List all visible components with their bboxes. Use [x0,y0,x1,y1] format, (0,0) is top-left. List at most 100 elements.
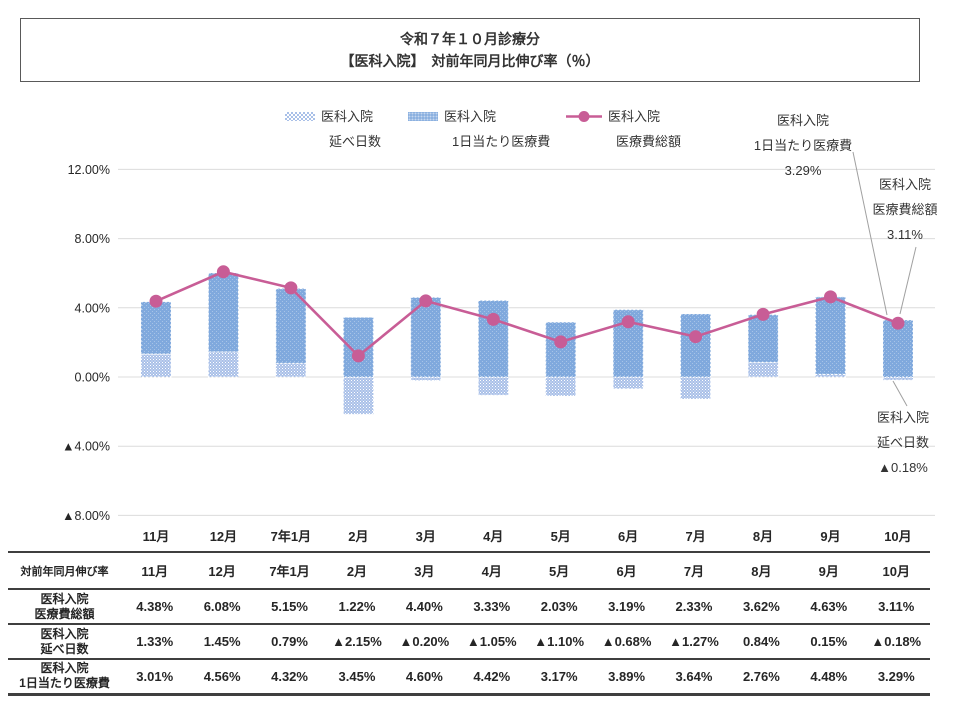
legend-label-line2: 医療費総額 [616,134,682,149]
table-month-header: 3月 [414,564,435,579]
annotation-text: 延べ日数 [876,435,929,450]
table-value-cell: 1.33% [136,634,174,649]
annotation-total-cost: 医科入院 医療費総額 3.11% [855,172,955,247]
table-value-cell: 4.60% [405,668,443,684]
table-row: 医科入院 医療費総額 4.38% 6.08% 5.15% 1.22% 4.40% 3.33% 2… [8,589,930,624]
annotation-value: ▲0.18% [878,460,928,475]
table-value-cell: ▲0.18% [871,634,922,649]
y-tick-label: 4.00% [75,301,110,315]
y-tick-label: 8.00% [75,232,110,246]
growth-rate-chart: 12.00% 8.00% 4.00% 0.00% ▲4.00% ▲8.00% 11月 12月 7… [62,151,935,544]
table-value-cell: ▲1.10% [534,634,585,649]
growth-rate-table: 対前年同月伸び率 11月 12月 7年1月 2月 3月 4月 5月 6月 7月 8月 9月 10月 医科… [8,551,930,696]
table-value-cell: 2.76% [742,668,780,684]
table-value-cell: 3.33% [473,599,511,614]
annotation-value: 3.29% [784,163,822,178]
table-value-cell: 4.38% [136,599,174,614]
line-marker-swatch-icon [566,111,602,122]
table-value-cell: 3.17% [540,668,578,684]
legend-label-daily-cost: 医科入院 1日当たり医療費 [444,104,550,154]
table-value-cell: 3.45% [338,668,376,684]
total-cost-line-marker [351,349,365,363]
table-value-cell: 3.01% [136,668,174,684]
table-value-cell: 3.29% [877,668,915,684]
total-cost-line-marker [216,265,230,279]
x-tick-label: 8月 [753,529,773,544]
legend-label-total-cost: 医科入院 医療費総額 [608,104,681,154]
bar-daily-cost-segment [680,313,712,378]
bar-days-segment [207,351,239,378]
total-cost-line-marker [419,294,433,308]
table-value-cell: 4.48% [810,668,848,684]
annotation-leader-line [892,380,908,407]
annotation-total-days: 医科入院 延べ日数 ▲0.18% [849,405,957,480]
x-tick-label: 7月 [685,529,705,544]
table-value-cell: 3.89% [608,668,646,684]
table-month-header: 12月 [208,564,236,579]
annotation-text: 医科入院 [876,410,929,425]
table-value-cell: ▲0.20% [399,634,450,649]
bar-daily-cost-segment [747,314,779,363]
y-tick-label: 0.00% [75,371,110,385]
table-row: 医科入院 1日当たり医療費 3.01% 4.56% 4.32% 3.45% 4.60% 4.4… [8,659,930,694]
table-corner-header: 対前年同月伸び率 [20,565,109,578]
total-cost-line-marker [621,315,635,329]
table-header-row: 対前年同月伸び率 11月 12月 7年1月 2月 3月 4月 5月 6月 7月 8月 9月 10月 [8,552,930,589]
legend-item-daily-cost: 医科入院 1日当たり医療費 [408,104,550,154]
table-value-cell: ▲0.68% [601,634,652,649]
table-month-header: 11月 [141,564,169,579]
x-tick-label: 7年1月 [271,529,311,544]
bar-days-segment [410,376,442,381]
bar-days-segment [477,376,509,396]
table-month-header: 8月 [751,564,772,579]
table-value-cell: ▲1.05% [466,634,517,649]
table-value-cell: 0.15% [810,634,848,649]
total-cost-line-marker [756,307,770,321]
legend-label-line1: 医科入院 [444,109,497,124]
x-tick-label: 12月 [210,529,237,544]
table-value-cell: 4.32% [271,668,308,684]
title-line1: 令和７年１０月診療分 [400,31,540,47]
x-tick-label: 2月 [348,529,368,544]
table-value-cell: 3.64% [675,668,713,684]
annotation-text: 医療費総額 [872,202,938,217]
table-row-label: 医科入院 医療費総額 [34,591,95,621]
legend-label-line1: 医科入院 [608,109,661,124]
bar-daily-cost-segment [140,301,172,355]
bar-daily-cost-segment [545,321,577,378]
x-tick-label: 5月 [551,529,571,544]
table-month-header: 5月 [549,564,570,579]
table-month-header: 4月 [481,564,502,579]
table-value-cell: 6.08% [203,599,241,614]
table-month-header: 2月 [346,564,368,579]
bar-days-segment [680,376,712,400]
annotation-value: 3.11% [887,227,923,242]
bar-daily-cost-segment [275,288,307,364]
table-month-header: 6月 [616,564,637,579]
annotation-daily-cost: 医科入院 1日当たり医療費 3.29% [733,108,873,183]
table-value-cell: ▲1.27% [669,634,719,649]
x-tick-label: 10月 [884,529,911,544]
total-cost-line-marker [689,330,703,344]
table-value-cell: 3.62% [742,599,780,614]
y-tick-label: ▲8.00% [62,509,110,523]
annotation-text: 1日当たり医療費 [753,138,853,153]
y-tick-label: 12.00% [68,163,110,177]
bar-days-segment [140,353,172,378]
table-value-cell: 4.40% [405,599,443,614]
legend-label-line2: 1日当たり医療費 [452,134,551,149]
table-value-cell: 3.11% [878,599,915,614]
table-value-cell: 1.22% [338,599,376,614]
table-month-header: 9月 [818,564,839,579]
x-tick-label: 9月 [820,529,840,544]
table-value-cell: 5.15% [271,599,308,614]
total-cost-line-marker [891,316,905,330]
table-row-label: 医科入院 1日当たり医療費 [19,661,110,691]
legend-label-line1: 医科入院 [321,109,374,124]
annotation-leader-line [852,151,888,316]
annotation-text: 医科入院 [878,177,931,192]
total-cost-line-marker [554,335,568,349]
table-value-cell: 2.33% [675,599,713,614]
hatched-bar-swatch-icon [285,112,315,121]
